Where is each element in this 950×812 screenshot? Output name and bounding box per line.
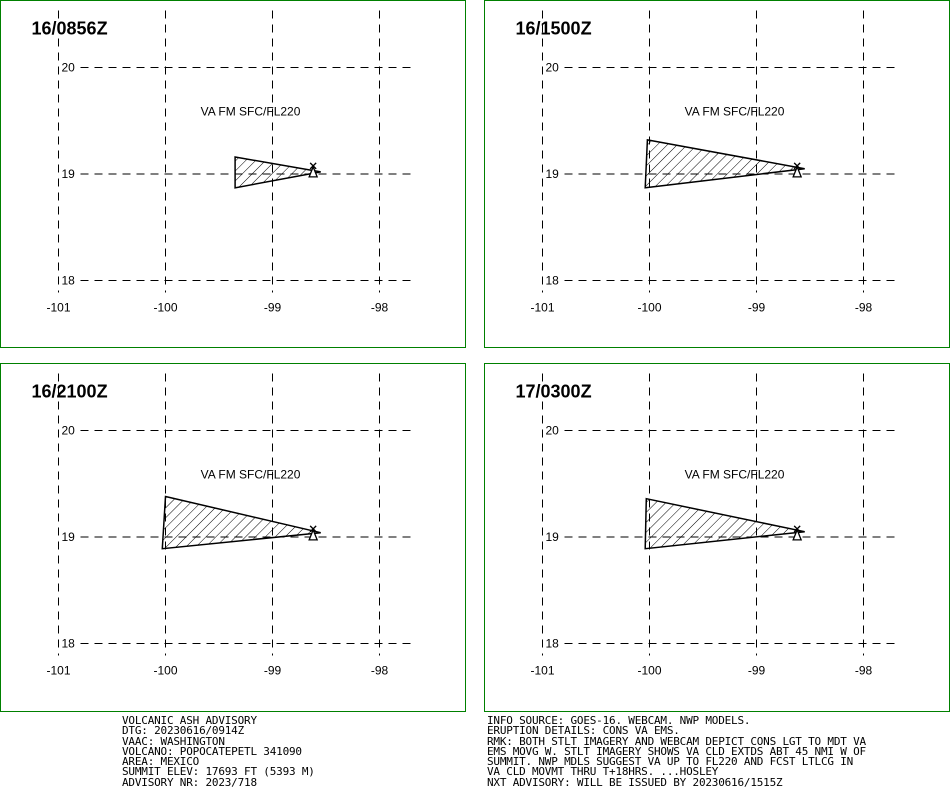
advisory-line: NXT ADVISORY: WILL BE ISSUED BY 20230616…	[487, 775, 783, 789]
map-panel-1: -101 -100 -99 -98 20 19 18 16/0856Z VA FM SFC/FL…	[0, 0, 466, 348]
lat-tick-label: 19	[62, 167, 76, 181]
lon-tick-label: -99	[264, 301, 282, 315]
advisory-line: VOLCANO: POPOCATEPETL 341090	[122, 744, 302, 758]
lon-tick-label: -98	[371, 301, 389, 315]
lon-tick-label: -98	[371, 664, 389, 678]
volcano-symbol	[792, 525, 803, 541]
lat-tick-label: 19	[62, 530, 76, 544]
lat-tick-label: 18	[62, 637, 76, 651]
advisory-line: EMS MOVG W. STLT IMAGERY SHOWS VA CLD EX…	[487, 744, 866, 758]
lat-tick-label: 20	[546, 61, 560, 75]
panel-time-label: 17/0300Z	[516, 382, 592, 402]
lat-tick-label: 18	[546, 637, 560, 651]
advisory-line: SUMMIT ELEV: 17693 FT (5393 M)	[122, 765, 315, 779]
advisory-line: RMK: BOTH STLT IMAGERY AND WEBCAM DEPICT…	[487, 734, 866, 748]
advisory-line: DTG: 20230616/0914Z	[122, 724, 245, 738]
map-panel-4: -101 -100 -99 -98 20 19 18 17/0300Z VA FM SFC/FL…	[484, 363, 950, 712]
lon-tick-label: -100	[637, 664, 661, 678]
advisory-line: ERUPTION DETAILS: CONS VA EMS.	[487, 724, 680, 738]
ash-level-label: VA FM SFC/FL220	[201, 468, 301, 482]
ash-level-label: VA FM SFC/FL220	[685, 105, 785, 119]
advisory-line: ADVISORY NR: 2023/718	[122, 775, 257, 789]
lat-tick-label: 20	[62, 424, 76, 438]
ash-cloud-polygon	[644, 497, 805, 550]
advisory-line: SUMMIT. NWP MDLS SUGGEST VA UP TO FL220 …	[487, 755, 854, 769]
lat-tick-label: 19	[546, 530, 560, 544]
advisory-line: VA CLD MOVMT THRU T+18HRS. ...HOSLEY	[487, 765, 719, 779]
lon-tick-label: -100	[637, 301, 661, 315]
lon-tick-label: -98	[855, 664, 873, 678]
advisory-map-panels: -101 -100 -99 -98 20 19 18 16/0856Z VA FM SFC/FL…	[0, 0, 950, 712]
lon-tick-label: -101	[46, 664, 70, 678]
lat-tick-label: 18	[546, 274, 560, 288]
panel-border	[0, 0, 466, 348]
panel-time-label: 16/0856Z	[32, 19, 108, 39]
ash-cloud-polygon	[644, 139, 805, 189]
lon-tick-label: -99	[748, 301, 766, 315]
volcano-symbol	[308, 162, 319, 178]
advisory-remarks-block: INFO SOURCE: GOES-16. WEBCAM. NWP MODELS…	[487, 714, 866, 789]
advisory-line: VOLCANIC ASH ADVISORY	[122, 714, 257, 727]
lat-tick-label: 20	[62, 61, 76, 75]
lon-tick-label: -100	[153, 301, 177, 315]
advisory-line: AREA: MEXICO	[122, 755, 200, 769]
volcano-symbol	[308, 525, 319, 541]
lon-tick-label: -99	[264, 664, 282, 678]
ash-cloud-polygon	[234, 156, 321, 189]
lon-tick-label: -99	[748, 664, 766, 678]
lat-tick-label: 18	[62, 274, 76, 288]
map-panel-3: -101 -100 -99 -98 20 19 18 16/2100Z VA FM SFC/FL…	[0, 363, 466, 712]
ash-cloud-polygon	[161, 495, 321, 550]
lon-tick-label: -101	[530, 664, 554, 678]
advisory-line: VAAC: WASHINGTON	[122, 734, 225, 748]
panel-time-label: 16/1500Z	[516, 19, 592, 39]
volcano-symbol	[792, 162, 803, 178]
panel-time-label: 16/2100Z	[32, 382, 108, 402]
ash-level-label: VA FM SFC/FL220	[201, 105, 301, 119]
ash-level-label: VA FM SFC/FL220	[685, 468, 785, 482]
lat-tick-label: 20	[546, 424, 560, 438]
lon-tick-label: -98	[855, 301, 873, 315]
lat-tick-label: 19	[546, 167, 560, 181]
advisory-line: INFO SOURCE: GOES-16. WEBCAM. NWP MODELS…	[487, 714, 751, 727]
advisory-header-block: VOLCANIC ASH ADVISORY DTG: 20230616/0914Z…	[122, 714, 315, 789]
lon-tick-label: -101	[46, 301, 70, 315]
map-panel-2: -101 -100 -99 -98 20 19 18 16/1500Z VA FM SFC/FL…	[484, 0, 950, 348]
lon-tick-label: -100	[153, 664, 177, 678]
lon-tick-label: -101	[530, 301, 554, 315]
